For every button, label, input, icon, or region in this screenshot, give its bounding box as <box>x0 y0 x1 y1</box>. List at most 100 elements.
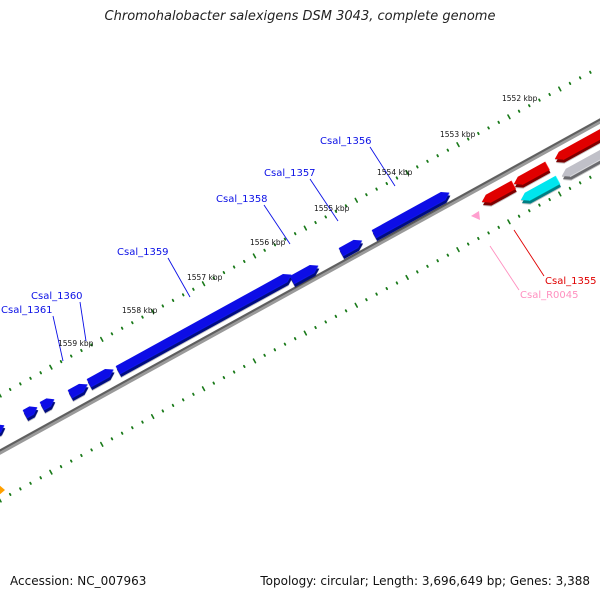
inner-scale-tick <box>0 498 2 503</box>
gene-feature[interactable] <box>22 406 39 421</box>
leader-line <box>369 146 396 187</box>
outer-scale-tick <box>90 343 93 347</box>
pseudogene-feature[interactable] <box>561 145 600 180</box>
inner-scale-tick <box>29 481 32 485</box>
outer-scale-tick <box>314 220 317 225</box>
leader-line <box>79 301 87 342</box>
inner-scale-tick <box>8 492 12 496</box>
inner-scale-tick <box>273 348 277 352</box>
inner-scale-tick <box>416 270 419 274</box>
inner-scale-tick <box>171 403 175 407</box>
inner-scale-tick <box>120 431 124 435</box>
outer-scale-tick <box>365 193 368 197</box>
gene-feature-csal-1359[interactable] <box>115 274 293 377</box>
rrna-feature[interactable] <box>520 175 561 204</box>
leader-line <box>263 204 291 245</box>
gene-feature-csal-1358[interactable] <box>289 265 320 287</box>
outer-scale-tick <box>497 120 501 124</box>
outer-scale-tick <box>528 104 531 108</box>
gene-feature[interactable] <box>39 398 56 413</box>
gene-label-csal-1356[interactable]: Csal_1356 <box>320 136 372 147</box>
gene-feature-csal-1355[interactable] <box>481 180 517 206</box>
outer-scale-tick <box>181 293 185 297</box>
inner-scale-tick <box>466 242 470 246</box>
inner-scale-tick <box>324 320 327 324</box>
leader-line <box>52 315 64 362</box>
inner-scale-tick <box>568 186 572 190</box>
inner-scale-tick <box>181 398 185 402</box>
gene-label-csal-1360[interactable]: Csal_1360 <box>31 291 83 302</box>
outer-scale-tick <box>171 298 175 302</box>
inner-scale-tick <box>497 225 501 229</box>
outer-scale-tick <box>548 92 551 97</box>
inner-scale-tick <box>456 247 460 253</box>
inner-scale-tick <box>426 264 429 268</box>
tick-label: 1553 kbp <box>440 130 476 139</box>
inner-scale-tick <box>314 325 317 330</box>
inner-scale-tick <box>507 219 511 225</box>
tick-labels: 1552 kbp 1553 kbp 1554 kbp 1555 kbp 1556 kbp… <box>58 94 538 348</box>
inner-scale-tick <box>405 274 409 280</box>
inner-scale-tick <box>477 236 480 241</box>
inner-scale-tick <box>243 364 246 369</box>
outer-scale-tick <box>150 308 155 315</box>
outer-scale-tick <box>538 98 541 102</box>
outer-scale-tick <box>303 225 308 231</box>
outer-scale-tick <box>59 360 63 364</box>
outer-scale-tick <box>395 176 399 180</box>
trna-feature-csal-r0045[interactable] <box>471 211 480 220</box>
inner-scale-tick <box>538 203 541 207</box>
leader-line <box>489 245 520 291</box>
gene-feature[interactable] <box>67 383 89 401</box>
outer-scale-tick <box>405 169 409 175</box>
outer-scale-tick <box>507 114 511 120</box>
gene-feature-csal-1357[interactable] <box>338 239 364 259</box>
tick-label: 1558 kbp <box>122 306 158 315</box>
outer-scale-tick <box>477 131 480 136</box>
inner-scale-tick <box>589 175 592 179</box>
outer-scale-tick <box>426 159 429 163</box>
tick-label: 1559 kbp <box>58 339 94 348</box>
gene-feature[interactable] <box>0 484 5 496</box>
inner-scale-tick <box>80 453 83 458</box>
inner-scale-tick <box>59 465 63 469</box>
outer-scale-tick <box>375 187 378 191</box>
outer-scale-tick <box>416 165 419 169</box>
gene-feature[interactable] <box>0 424 6 439</box>
genome-backbone <box>0 118 600 455</box>
outer-scale-tick <box>517 109 521 113</box>
gene-feature[interactable] <box>554 126 600 163</box>
outer-scale-tick <box>80 348 83 353</box>
inner-scale-tick <box>212 381 216 385</box>
gene-label-csal-1357[interactable]: Csal_1357 <box>264 168 316 179</box>
gene-label-csal-1359[interactable]: Csal_1359 <box>117 247 169 258</box>
inner-scale-tick <box>354 302 359 308</box>
gene-feature-csal-1356[interactable] <box>371 192 451 241</box>
gene-feature[interactable] <box>513 161 551 188</box>
scale-ticks-outer <box>0 70 592 398</box>
gene-label-csal-1361[interactable]: Csal_1361 <box>1 305 53 316</box>
accession-text: Accession: NC_007963 <box>10 574 147 588</box>
gene-label-csal-1355[interactable]: Csal_1355 <box>545 276 597 287</box>
outer-scale-tick <box>131 321 134 325</box>
outer-scale-tick <box>354 197 359 203</box>
outer-scale-tick <box>222 271 226 275</box>
gene-labels[interactable]: Csal_1356 Csal_1357 Csal_1358 Csal_1359 Csal… <box>1 136 597 316</box>
gene-feature[interactable] <box>86 368 115 390</box>
inner-scale-tick <box>293 337 297 341</box>
outer-scale-tick <box>344 204 348 208</box>
gene-label-csal-1358[interactable]: Csal_1358 <box>216 194 268 205</box>
outer-scale-tick <box>578 76 582 80</box>
outer-scale-tick <box>232 265 236 269</box>
inner-scale-tick <box>150 413 155 420</box>
outer-scale-tick <box>334 209 338 213</box>
outer-scale-tick <box>589 70 592 74</box>
inner-scale-tick <box>578 181 582 185</box>
gene-label-csal-r0045[interactable]: Csal_R0045 <box>520 290 579 301</box>
outer-scale-tick <box>243 259 246 264</box>
inner-scale-tick <box>517 214 521 218</box>
outer-scale-tick <box>436 154 439 158</box>
gene-features[interactable] <box>0 126 600 496</box>
inner-scale-tick <box>446 253 450 257</box>
